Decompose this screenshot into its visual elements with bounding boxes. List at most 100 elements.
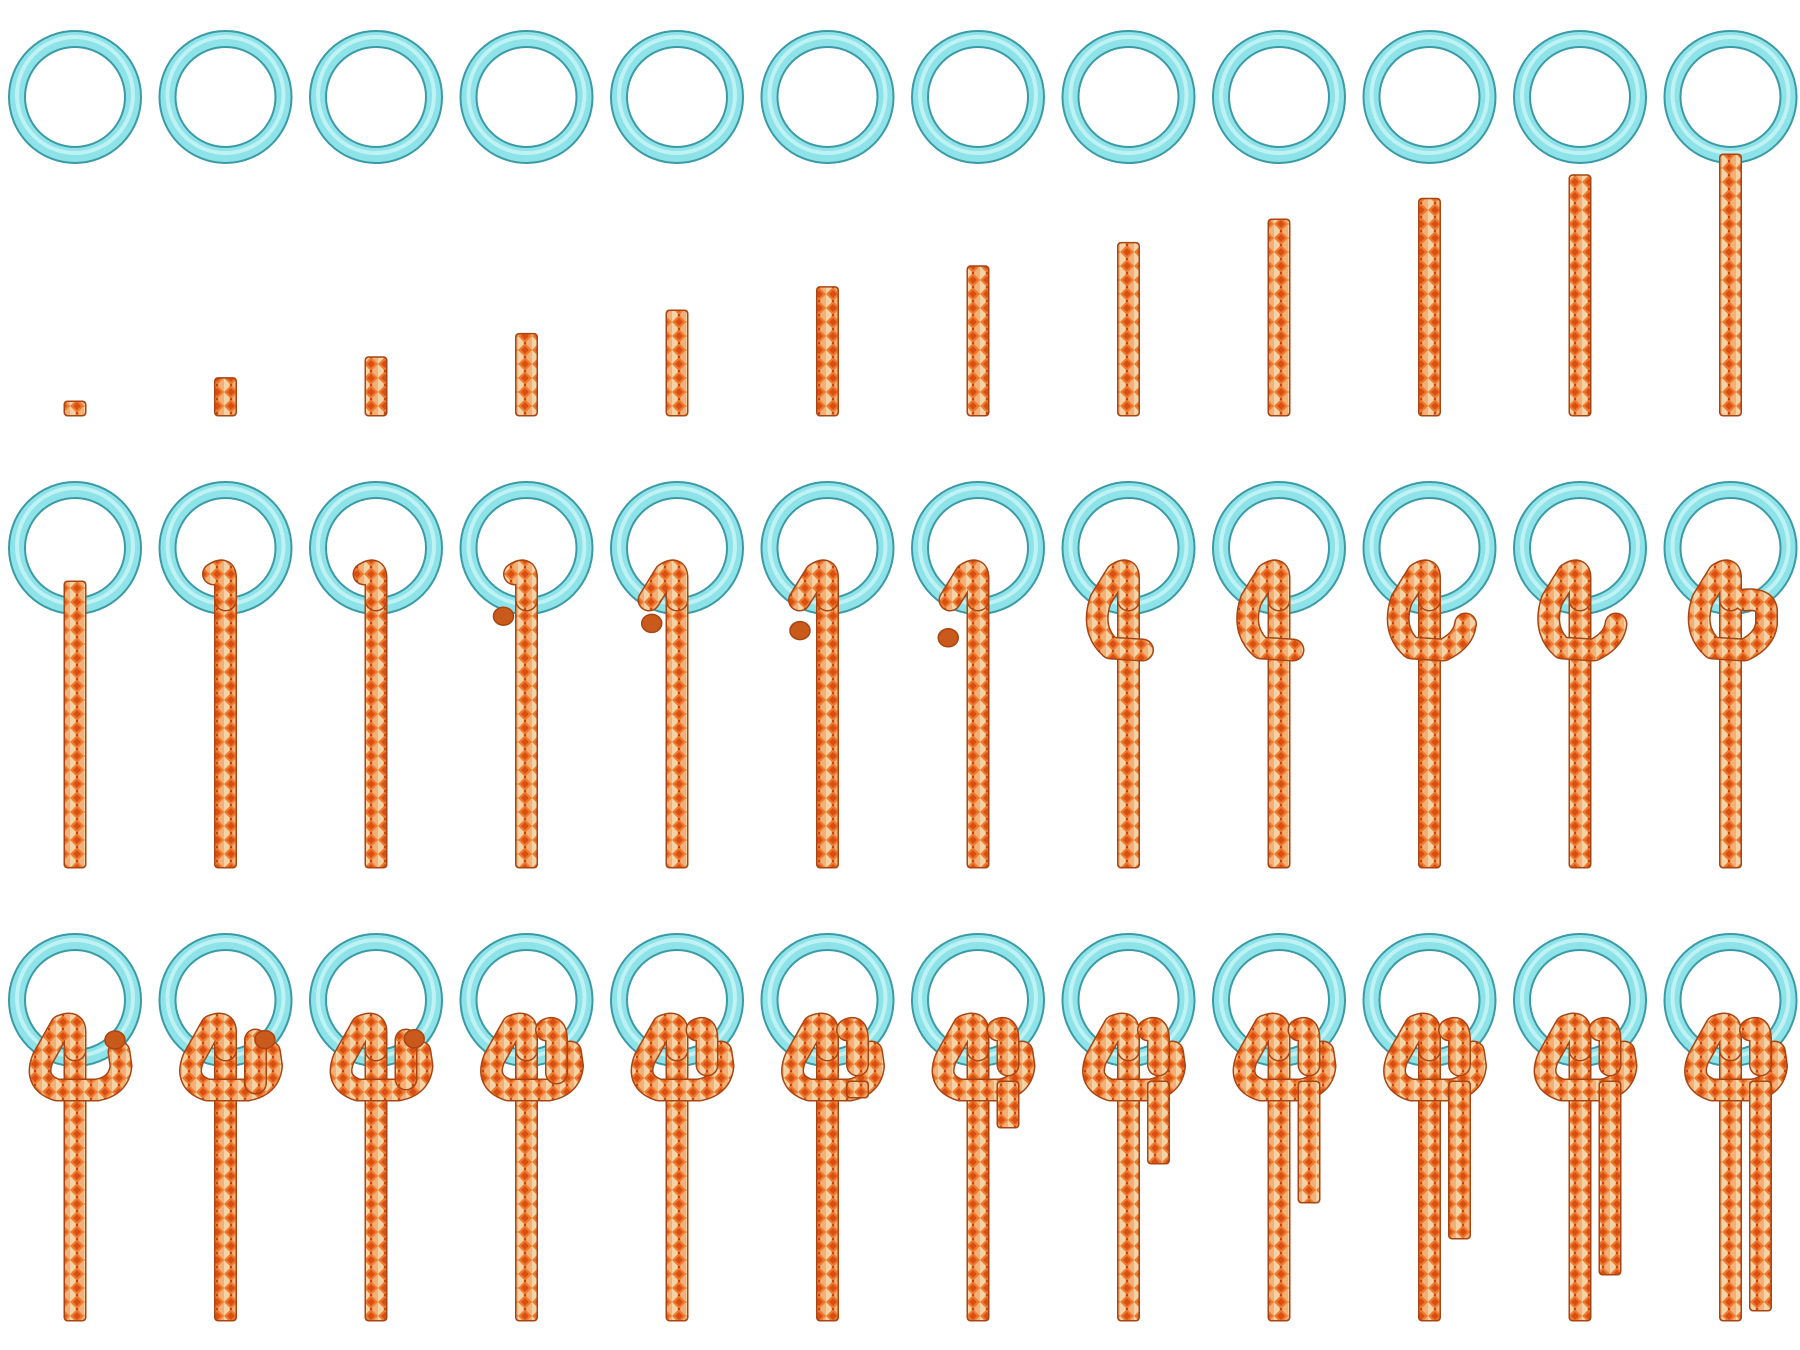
standing-part: [817, 1035, 838, 1320]
frame: [911, 933, 1045, 1322]
frame: [158, 933, 293, 1322]
ring-highlight: [918, 35, 1038, 155]
first-turn: [782, 1014, 884, 1100]
rope-segment: [215, 378, 236, 415]
standing-part: [1118, 1035, 1139, 1320]
first-turn: [1685, 1014, 1787, 1100]
working-end-wrap: [1087, 560, 1153, 660]
frame: [459, 481, 594, 869]
second-turn: [1740, 1018, 1771, 1075]
frame: [760, 933, 895, 1322]
first-turn: [1384, 1014, 1486, 1100]
first-turn: [632, 1014, 733, 1100]
ring-highlight: [165, 35, 286, 155]
frame: [1513, 30, 1647, 417]
first-turn: [1234, 1014, 1335, 1100]
standing-part: [817, 582, 838, 867]
frame: [459, 933, 594, 1322]
frame: [1362, 481, 1497, 869]
rope-segment: [65, 402, 85, 415]
frame: [158, 481, 293, 869]
working-end-wrap: [1237, 560, 1303, 660]
tail-end: [1750, 1082, 1771, 1310]
frame: [1212, 30, 1346, 417]
frame: [459, 30, 594, 417]
rope-segment: [1419, 199, 1440, 415]
second-turn: [988, 1018, 1018, 1075]
rope-end-cap: [640, 613, 663, 634]
rope-end-cap: [403, 1029, 425, 1049]
first-turn: [1535, 1014, 1636, 1100]
ring-highlight: [767, 35, 888, 155]
rope-segment: [817, 287, 838, 415]
ring-highlight: [617, 35, 737, 155]
standing-part: [1269, 1035, 1289, 1320]
frame: [610, 30, 744, 417]
standing-part: [516, 1035, 537, 1320]
frame: [309, 30, 443, 417]
frame: [8, 30, 142, 417]
rope-segment: [366, 357, 386, 415]
standing-part: [1419, 582, 1440, 867]
standing-part: [1570, 1035, 1590, 1320]
tail-end: [1449, 1082, 1470, 1238]
frame: [1362, 933, 1497, 1322]
second-turn: [837, 1018, 868, 1075]
standing-part: [667, 582, 687, 867]
standing-part: [1269, 582, 1289, 867]
ring-highlight: [1219, 35, 1339, 155]
frame: [1061, 933, 1196, 1322]
frame: [8, 933, 142, 1322]
frame-grid: [8, 30, 1798, 1322]
frame: [911, 30, 1045, 417]
frame: [1663, 933, 1798, 1322]
second-turn: [687, 1018, 717, 1075]
row-1-ring-and-growing-rope: [8, 30, 1798, 417]
frame: [610, 933, 744, 1322]
standing-part: [667, 1035, 687, 1320]
frame: [309, 481, 443, 869]
working-end-wrap: [789, 560, 838, 610]
first-turn: [933, 1014, 1034, 1100]
standing-part: [65, 1035, 85, 1320]
frame: [1362, 30, 1497, 417]
frame: [1513, 933, 1647, 1322]
working-end-wrap: [940, 560, 988, 610]
standing-part: [65, 582, 85, 867]
standing-part: [1720, 1035, 1741, 1320]
standing-part: [366, 1035, 386, 1320]
frame: [1061, 481, 1196, 869]
rope-end-cap: [104, 1030, 126, 1050]
second-turn: [1590, 1018, 1620, 1075]
ring-highlight: [1520, 35, 1640, 155]
rope-end-cap: [492, 606, 515, 626]
working-end-wrap: [203, 560, 236, 610]
row-3-knot-and-tail: [8, 933, 1798, 1322]
working-end-wrap: [354, 560, 386, 610]
frame: [1212, 933, 1346, 1322]
rope-segment: [667, 311, 687, 415]
frame: [760, 481, 895, 869]
first-turn: [30, 1014, 131, 1100]
frame: [8, 481, 142, 869]
second-turn: [536, 1018, 567, 1083]
working-end-wrap: [1388, 560, 1476, 660]
second-turn: [1138, 1018, 1169, 1075]
first-turn: [1083, 1014, 1185, 1100]
second-turn: [1289, 1018, 1319, 1075]
rope-segment: [1118, 243, 1139, 415]
rope-segment: [968, 266, 988, 415]
rope-end-cap: [254, 1029, 276, 1050]
tail-end: [1148, 1082, 1169, 1163]
rope-segment: [516, 334, 537, 415]
rope-end-cap: [789, 620, 811, 641]
working-end-wrap: [639, 560, 687, 610]
ring-highlight: [15, 35, 135, 155]
tail-end: [1299, 1082, 1319, 1202]
rope-segment: [1720, 155, 1741, 415]
ring-highlight: [1670, 35, 1791, 155]
standing-part: [1570, 582, 1590, 867]
tail-end: [847, 1082, 868, 1097]
frame: [1663, 30, 1798, 417]
frame: [1663, 481, 1798, 869]
